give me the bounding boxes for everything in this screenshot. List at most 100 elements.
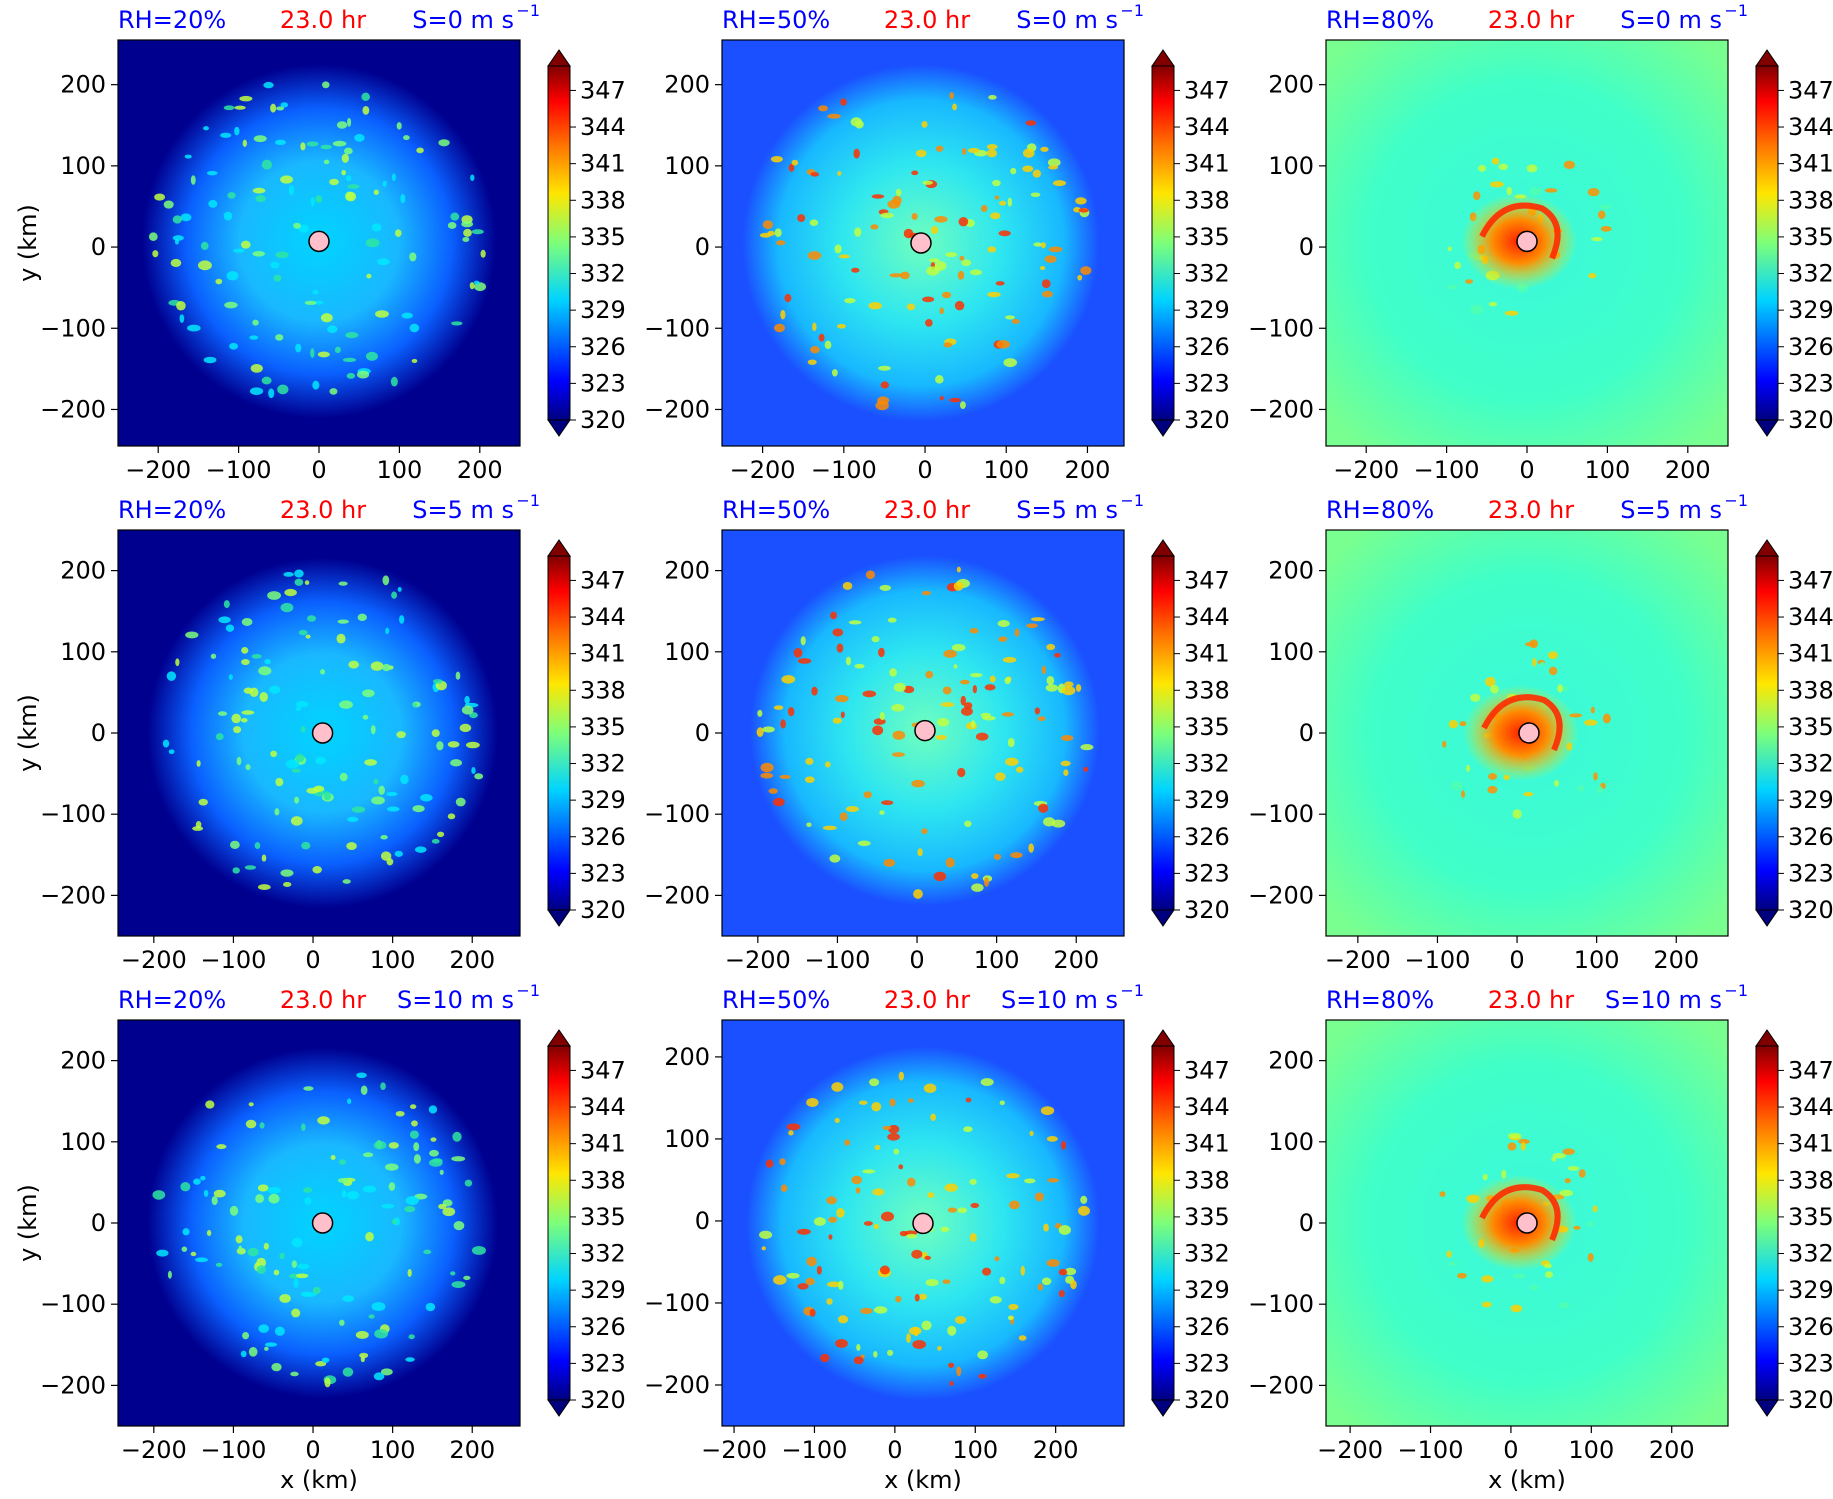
storm-center-marker [311,722,334,744]
colorbar-tick-label: 323 [1184,1349,1230,1377]
colorbar-min-arrow [547,1399,571,1417]
y-tick-label: 200 [664,1043,710,1071]
y-tick-label: 200 [60,71,106,99]
shear-title: S=10 m s [1001,986,1118,1014]
x-tick-label: 100 [376,456,422,484]
colorbar: 347 344 341 338 335 332 329 326 323 320 [1755,49,1833,437]
colorbar-tick-label: 320 [1184,1386,1230,1414]
colorbar-tick-label: 338 [1184,676,1230,704]
x-tick-label: 100 [983,456,1029,484]
colorbar-tick-label: 329 [1788,296,1833,324]
time-title: 23.0 hr [884,6,970,34]
colorbar-max-arrow [1755,49,1779,67]
colorbar-min-arrow [547,419,571,437]
shear-unit-exponent: −1 [516,1,540,20]
panel-2: −200 −100 0 100 200 −200 −100 0 100 200 RH=50% 23.0… [644,1,1230,484]
colorbar-tick-label: 344 [1788,113,1833,141]
colorbar-tick-label: 335 [1788,223,1833,251]
colorbar-min-arrow [1755,419,1779,437]
x-tick-label: 100 [1584,456,1630,484]
x-tick-label: −100 [206,456,272,484]
colorbar-tick-label: 326 [1788,1313,1833,1341]
x-tick-label: −100 [200,946,266,974]
colorbar-tick-label: 332 [580,750,626,778]
panel-7: −200 −100 0 100 200 −200 −100 0 100 200 RH=20% 23.0… [14,981,626,1494]
y-axis-label: y (km) [14,1184,42,1262]
x-tick-label: −100 [781,1436,847,1464]
x-tick-label: −200 [730,456,796,484]
y-tick-label: 100 [664,152,710,180]
storm-center-marker [311,1212,334,1234]
y-tick-label: 0 [1299,233,1314,261]
rh-title: RH=80% [1326,6,1434,34]
x-tick-label: 200 [1649,1436,1695,1464]
colorbar-tick-label: 347 [1788,76,1833,104]
colorbar-tick-label: 344 [1788,1093,1833,1121]
y-tick-label: −200 [40,1371,106,1399]
storm-center-marker [1518,722,1540,744]
y-tick-label: 100 [60,1128,106,1156]
colorbar-tick-label: 326 [580,1313,626,1341]
y-tick-label: −100 [1248,1290,1314,1318]
colorbar-tick-label: 329 [1184,1276,1230,1304]
colorbar-tick-label: 320 [580,1386,626,1414]
colorbar-min-arrow [1151,419,1175,437]
x-tick-label: 100 [952,1436,998,1464]
y-tick-label: 0 [695,233,710,261]
y-tick-label: −200 [40,395,106,423]
x-tick-label: 100 [1568,1436,1614,1464]
colorbar-max-arrow [1755,539,1779,557]
shear-title: S=0 m s [412,6,514,34]
colorbar-tick-label: 326 [580,333,626,361]
storm-center-marker [1516,1212,1538,1234]
colorbar-tick-label: 323 [1184,859,1230,887]
shear-title: S=10 m s [397,986,514,1014]
colorbar-tick-label: 347 [1184,1056,1230,1084]
y-tick-label: 200 [1268,71,1314,99]
colorbar-tick-label: 344 [1184,1093,1230,1121]
panel-9: −200 −100 0 100 200 −200 −100 0 100 200 RH=80% 23.0… [1248,981,1833,1494]
x-tick-label: 0 [1503,1436,1518,1464]
x-tick-label: −100 [200,1436,266,1464]
colorbar-tick-label: 338 [1788,1166,1833,1194]
colorbar-tick-label: 347 [1184,76,1230,104]
y-tick-label: −200 [1248,395,1314,423]
colorbar-tick-label: 320 [1184,406,1230,434]
rh-title: RH=80% [1326,496,1434,524]
colorbar-tick-label: 323 [580,369,626,397]
y-tick-label: −200 [644,395,710,423]
y-tick-label: 200 [60,557,106,585]
colorbar-tick-label: 326 [1184,333,1230,361]
y-tick-label: 100 [1268,152,1314,180]
y-tick-label: 0 [695,719,710,747]
colorbar-tick-label: 329 [1184,296,1230,324]
time-title: 23.0 hr [280,496,366,524]
colorbar-tick-label: 347 [1184,566,1230,594]
x-tick-label: −200 [725,946,791,974]
colorbar-tick-label: 344 [1184,603,1230,631]
colorbar-tick-label: 320 [580,406,626,434]
y-tick-label: 100 [1268,1128,1314,1156]
colorbar-max-arrow [1151,539,1175,557]
panel-8: −200 −100 0 100 200 −200 −100 0 100 200 RH=50% 23.0… [644,981,1230,1494]
rh-title: RH=50% [722,986,830,1014]
x-tick-label: 200 [1033,1436,1079,1464]
rh-title: RH=20% [118,986,226,1014]
shear-unit-exponent: −1 [1120,1,1144,20]
colorbar-tick-label: 332 [580,1240,626,1268]
shear-unit-exponent: −1 [516,981,540,1000]
x-tick-label: 200 [1065,456,1111,484]
colorbar-max-arrow [1755,1029,1779,1047]
colorbar-tick-label: 347 [580,1056,626,1084]
colorbar-tick-label: 323 [580,1349,626,1377]
shear-unit-exponent: −1 [1724,491,1748,510]
y-tick-label: −100 [40,800,106,828]
colorbar: 347 344 341 338 335 332 329 326 323 320 [547,539,626,927]
colorbar-tick-label: 320 [580,896,626,924]
x-tick-label: −200 [1333,456,1399,484]
y-tick-label: −100 [644,1289,710,1317]
x-tick-label: −100 [1398,1436,1464,1464]
colorbar-tick-label: 338 [1788,186,1833,214]
storm-center-marker [914,719,936,742]
colorbar-tick-label: 344 [580,603,626,631]
